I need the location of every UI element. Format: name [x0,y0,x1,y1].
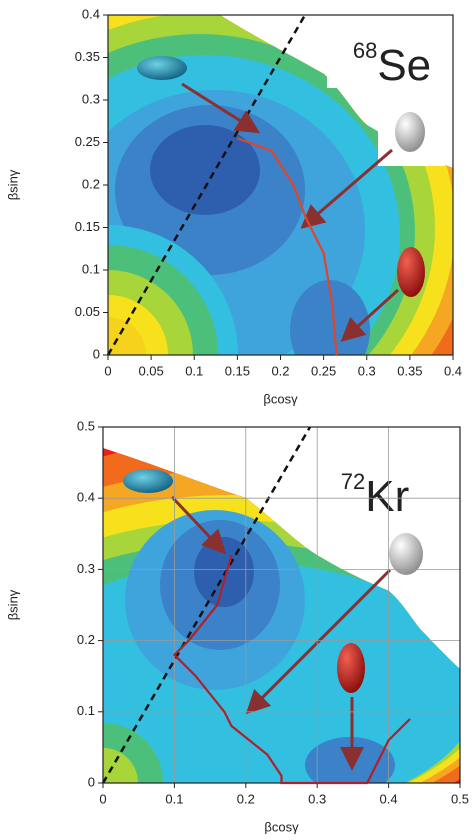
y-tick-label: 0.3 [82,91,100,106]
x-tick-label: 0.25 [311,363,336,378]
y-axis-label: βsinγ [5,589,20,620]
y-tick-label: 0.2 [77,632,95,647]
y-tick-label: 0 [88,774,95,789]
oblate-shape [137,56,187,80]
spherical-shape [389,533,423,575]
y-tick-label: 0.3 [77,561,95,576]
y-tick-label: 0.15 [75,219,100,234]
mass-number: 68 [353,38,377,63]
gamma-60-line [101,426,312,784]
x-tick-label: 0.3 [358,363,376,378]
y-tick-label: 0.1 [77,703,95,718]
y-tick-label: 0.25 [75,134,100,149]
prolate-shape [397,247,425,297]
mass-number: 72 [341,469,365,494]
gamma-60-line [106,14,307,356]
nucleus-label: 68Se [353,38,431,90]
x-tick-label: 0.2 [237,791,255,806]
label-box [327,30,445,88]
x-tick-label: 0 [104,363,111,378]
x-tick-label: 0.5 [451,791,469,806]
prolate-shape [337,643,365,693]
y-tick-label: 0.4 [82,6,100,21]
path-line [236,137,338,356]
x-tick-label: 0.35 [397,363,422,378]
y-tick-label: 0.1 [82,261,100,276]
element: Se [377,41,431,90]
y-tick-label: 0.5 [77,418,95,433]
x-tick-label: 0.4 [444,363,462,378]
x-axis-label: βcosγ [263,391,298,406]
nucleus-label: 72Kr [341,469,409,521]
x-tick-label: 0.1 [185,363,203,378]
y-tick-label: 0.2 [82,176,100,191]
x-tick-label: 0 [99,791,106,806]
arrow [300,148,393,229]
y-axis-label: βsinγ [5,169,20,200]
x-tick-label: 0.2 [271,363,289,378]
arrow [340,288,400,343]
y-tick-label: 0.4 [77,490,95,505]
arrow [181,82,261,134]
x-tick-label: 0.1 [165,791,183,806]
x-axis-label: βcosγ [264,819,299,834]
y-tick-label: 0 [93,346,100,361]
element: Kr [365,472,409,521]
y-tick-label: 0.35 [75,49,100,64]
x-tick-label: 0.3 [308,791,326,806]
plot-frame [107,14,454,356]
x-tick-label: 0.4 [380,791,398,806]
arrow [245,568,392,715]
x-tick-label: 0.15 [225,363,250,378]
x-tick-label: 0.05 [138,363,163,378]
spherical-shape [395,112,425,152]
y-tick-label: 0.05 [75,304,100,319]
path-line [172,554,411,785]
arrow [170,495,227,555]
oblate-shape [123,469,173,493]
